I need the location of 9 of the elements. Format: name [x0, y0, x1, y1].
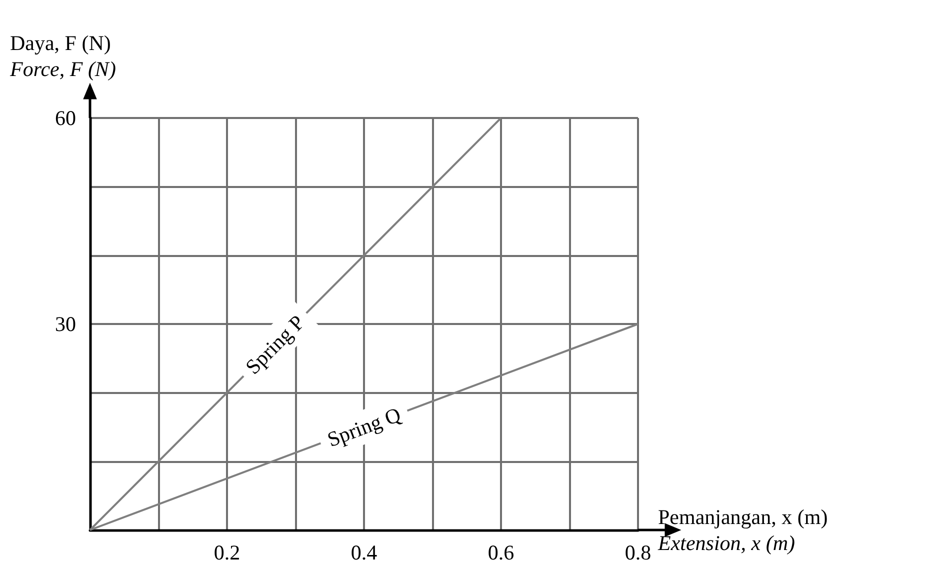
text: Spring Q	[324, 402, 404, 452]
y-tick-label: 60	[55, 106, 76, 130]
x-axis-title: Pemanjangan, x (m) Extension, x (m)	[657, 505, 828, 555]
y-axis-title: Daya, F (N) Force, F (N)	[9, 31, 116, 81]
x-tick-label: 0.4	[350, 540, 378, 564]
y-tick-label: 30	[55, 312, 76, 336]
x-tick-label: 0.8	[624, 540, 652, 564]
x-tick-label: 0.2	[214, 540, 240, 564]
x-tick-label: 0.6	[488, 540, 514, 564]
